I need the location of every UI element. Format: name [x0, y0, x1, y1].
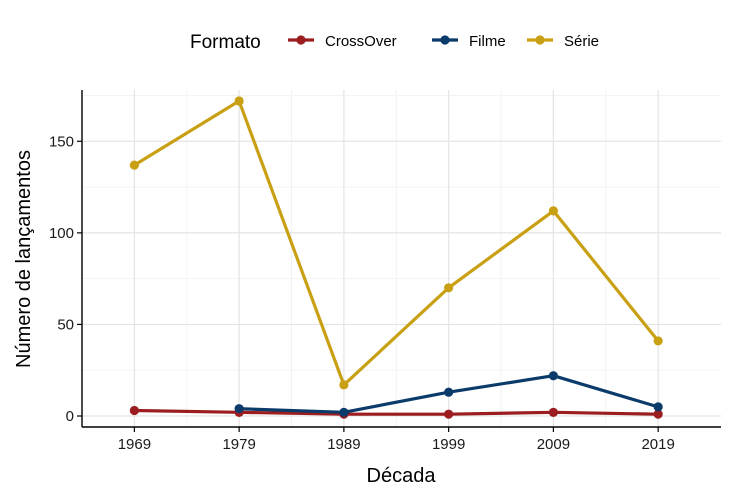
grid — [82, 90, 721, 427]
data-point — [444, 283, 454, 293]
data-point — [548, 371, 558, 381]
legend-label: CrossOver — [325, 33, 397, 50]
x-tick-label: 2009 — [537, 436, 570, 453]
x-tick-label: 2019 — [641, 436, 674, 453]
series-line — [132, 99, 660, 387]
data-point — [653, 402, 663, 412]
legend-swatch-point — [440, 35, 450, 45]
data-point — [444, 387, 454, 397]
series-crossover — [129, 405, 663, 419]
axes — [81, 90, 721, 428]
y-tick-label: 100 — [49, 225, 74, 242]
x-tick-label: 1979 — [222, 436, 255, 453]
data-point — [548, 407, 558, 417]
data-point — [339, 407, 349, 417]
y-tick-label: 0 — [66, 408, 74, 425]
legend-item-crossover: CrossOver — [288, 33, 397, 50]
series-line — [132, 408, 660, 416]
data-point — [444, 409, 454, 419]
data-point — [129, 160, 139, 170]
data-point — [548, 206, 558, 216]
series-layer — [129, 96, 663, 419]
series-série — [129, 96, 663, 390]
y-tick-label: 50 — [57, 316, 74, 333]
data-point — [129, 405, 139, 416]
legend-item-série: Série — [527, 33, 599, 50]
data-point — [234, 96, 244, 106]
legend-swatch-point — [296, 35, 306, 45]
data-point — [339, 380, 349, 390]
x-axis-title: Década — [367, 465, 437, 487]
x-tick-label: 1989 — [327, 436, 360, 453]
x-tick-label: 1999 — [432, 436, 465, 453]
legend-label: Filme — [469, 33, 506, 50]
data-point — [653, 409, 663, 419]
legend-label: Série — [564, 33, 599, 50]
series-filme — [234, 371, 663, 417]
y-axis-title: Número de lançamentos — [13, 150, 35, 368]
legend-title: Formato — [190, 32, 261, 53]
legend-swatch-point — [535, 35, 545, 45]
x-tick-label: 1969 — [118, 436, 151, 453]
data-point — [653, 336, 663, 346]
legend: Formato CrossOver Filme Série — [190, 32, 599, 53]
data-point — [234, 404, 244, 414]
y-tick-label: 150 — [49, 133, 74, 150]
legend-item-filme: Filme — [432, 33, 506, 50]
